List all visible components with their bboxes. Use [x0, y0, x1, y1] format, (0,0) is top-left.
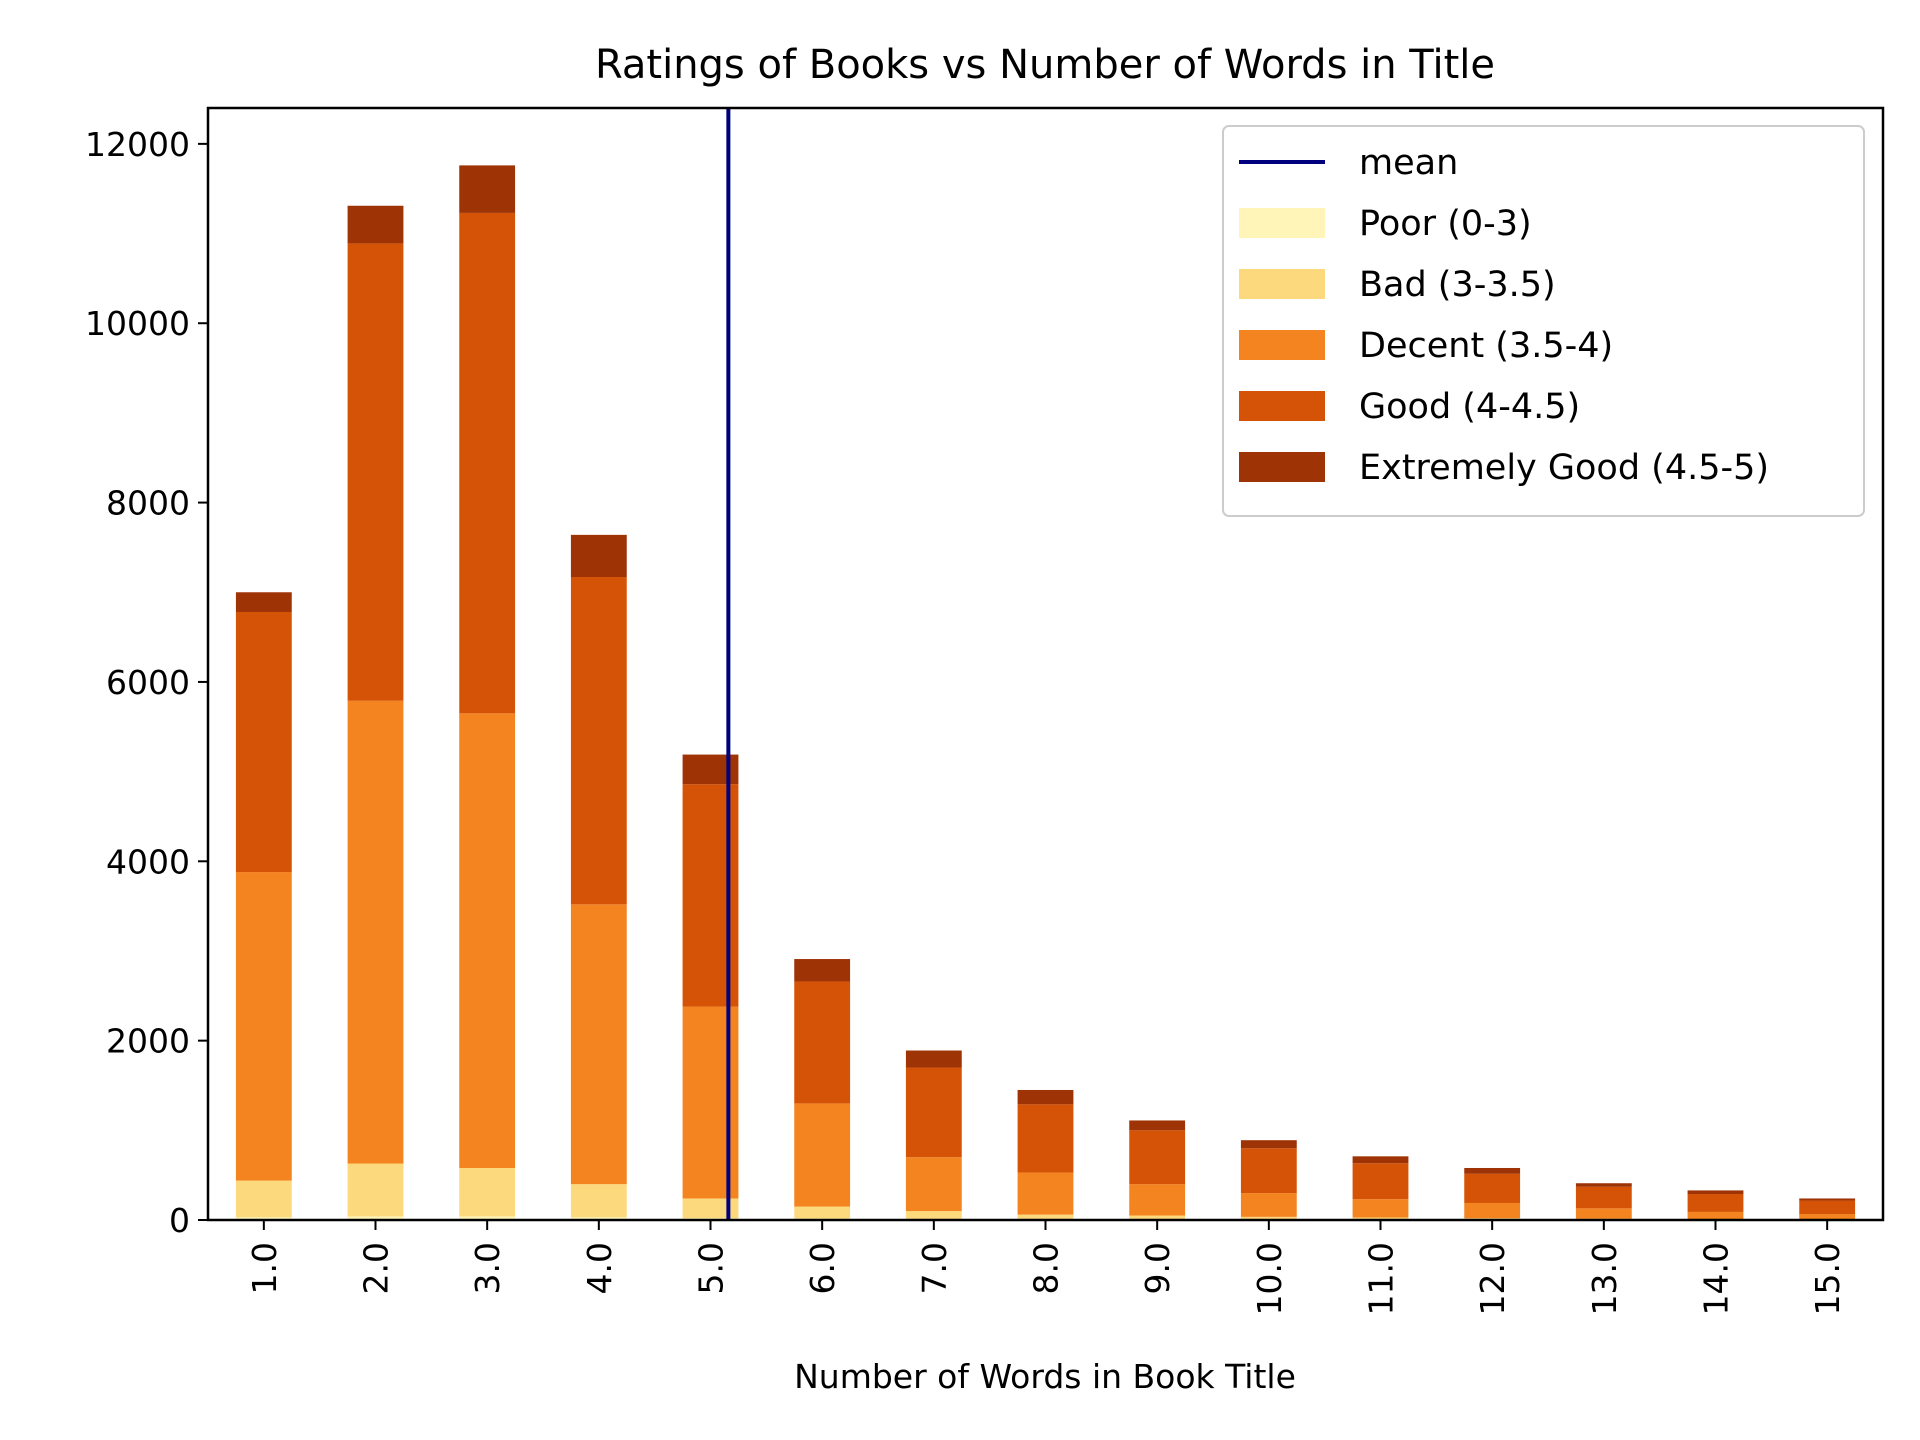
x-tick-label: 15.0 [1808, 1242, 1847, 1315]
bar-segment [1129, 1215, 1186, 1220]
bar-segment [347, 1216, 404, 1220]
legend-label: Extremely Good (4.5-5) [1359, 448, 1769, 488]
bar-segment [347, 205, 404, 244]
bar-segment [1575, 1183, 1632, 1187]
bar-segment [1352, 1217, 1409, 1220]
bar-segment [794, 1206, 851, 1219]
y-tick-label: 8000 [106, 484, 190, 523]
x-axis-label: Number of Words in Book Title [794, 1357, 1296, 1396]
bar-segment [1687, 1211, 1744, 1220]
bar-segment [570, 1217, 627, 1220]
bar-segment [905, 1050, 962, 1068]
bar-segment [1017, 1214, 1074, 1220]
bar-segment [1352, 1199, 1409, 1218]
bar-segment [347, 1163, 404, 1217]
bar-segment [459, 713, 516, 1168]
bar-segment [235, 592, 292, 612]
plot-frame [206, 106, 1885, 1222]
bar-segment [459, 1167, 516, 1217]
y-tick-label: 4000 [106, 842, 190, 881]
y-tick-label: 0 [169, 1201, 190, 1240]
bar-segment [1464, 1167, 1521, 1174]
x-tick-label: 13.0 [1585, 1242, 1624, 1315]
bar-segment [1575, 1186, 1632, 1209]
x-tick-label: 9.0 [1138, 1242, 1177, 1294]
x-tick-label: 4.0 [580, 1242, 619, 1294]
x-tick-label: 12.0 [1473, 1242, 1512, 1315]
legend-label: Poor (0-3) [1359, 204, 1532, 244]
chart-title: Ratings of Books vs Number of Words in T… [595, 42, 1495, 88]
x-tick-label: 10.0 [1250, 1242, 1289, 1315]
bar-segment [1129, 1130, 1186, 1185]
x-tick-label: 1.0 [245, 1242, 284, 1294]
legend-swatch [1239, 208, 1325, 238]
legend-swatch [1239, 330, 1325, 360]
bar-segment [347, 700, 404, 1164]
bar-segment [1799, 1200, 1856, 1214]
bar-segment [347, 243, 404, 701]
bar-segment [794, 959, 851, 982]
y-axis: 0 2000 4000 6000 8000 10000 12000 [85, 125, 208, 1240]
bar-segment [570, 1184, 627, 1218]
bar-segment [905, 1157, 962, 1212]
bar-segment [1687, 1190, 1744, 1194]
bar-segment [1464, 1202, 1521, 1219]
bar-segment [235, 611, 292, 873]
x-tick-label: 7.0 [915, 1242, 954, 1294]
bar-segment [459, 212, 516, 714]
x-tick-label: 3.0 [468, 1242, 507, 1294]
legend-label: Bad (3-3.5) [1359, 265, 1556, 305]
legend-label: mean [1359, 143, 1458, 183]
bar-segment [1352, 1163, 1409, 1200]
legend-label: Good (4-4.5) [1359, 387, 1580, 427]
bar-segment [570, 534, 627, 578]
x-axis: 1.0 2.0 3.0 4.0 5.0 6.0 7.0 8.0 9.0 10.0 11.0 12.0 1… [245, 1220, 1847, 1315]
bar-segment [1129, 1184, 1186, 1216]
bar-segment [1687, 1193, 1744, 1212]
bar-segment [235, 1180, 292, 1218]
bar-segment [1240, 1193, 1297, 1217]
legend-swatch [1239, 269, 1325, 299]
bar-segment [1240, 1140, 1297, 1149]
bar-segment [459, 165, 516, 213]
bar-segment [570, 577, 627, 905]
bar-segment [794, 1103, 851, 1207]
legend: mean Poor (0-3) Bad (3-3.5) Decent (3.5-4) G… [1222, 125, 1865, 517]
x-tick-label: 8.0 [1027, 1242, 1066, 1294]
bar-segment [235, 872, 292, 1181]
legend-swatch [1239, 452, 1325, 482]
bar-segment [570, 904, 627, 1185]
bar-segment [459, 1216, 516, 1220]
bar-segment [1017, 1089, 1074, 1105]
legend-box [1222, 125, 1865, 517]
y-tick-label: 12000 [85, 125, 190, 164]
bar-segment [1240, 1148, 1297, 1194]
bar-segment [1129, 1120, 1186, 1131]
bars-group [235, 165, 1856, 1220]
y-tick-label: 2000 [106, 1022, 190, 1061]
y-tick-label: 10000 [85, 304, 190, 343]
bar-segment [1575, 1208, 1632, 1219]
x-tick-label: 14.0 [1697, 1242, 1736, 1315]
bar-segment [1240, 1216, 1297, 1220]
x-tick-label: 11.0 [1362, 1242, 1401, 1315]
y-tick-label: 6000 [106, 663, 190, 702]
bar-segment [905, 1211, 962, 1220]
bar-segment [1799, 1213, 1856, 1220]
x-tick-label: 5.0 [692, 1242, 731, 1294]
bar-segment [235, 1217, 292, 1220]
bar-segment [1799, 1198, 1856, 1201]
bar-segment [794, 981, 851, 1104]
bar-segment [1017, 1172, 1074, 1215]
legend-label: Decent (3.5-4) [1359, 326, 1613, 366]
bar-segment [905, 1067, 962, 1158]
bar-segment [682, 1198, 739, 1219]
x-tick-label: 2.0 [357, 1242, 396, 1294]
bar-segment [1464, 1173, 1521, 1203]
bar-segment [1352, 1156, 1409, 1164]
bar-segment [1017, 1104, 1074, 1173]
legend-swatch [1239, 391, 1325, 421]
x-tick-label: 6.0 [803, 1242, 842, 1294]
